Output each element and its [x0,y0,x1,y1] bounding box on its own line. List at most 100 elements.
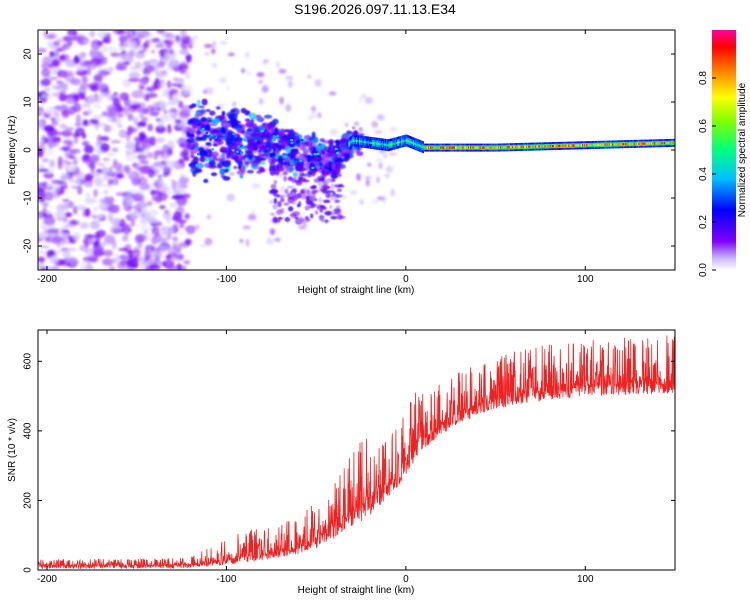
noise-blob [232,101,237,107]
carrier-core [409,140,411,144]
carrier-core [532,145,534,148]
noise-blob [371,120,379,128]
noise-blob [183,156,190,162]
bright-speck [201,127,205,131]
carrier-core [500,146,502,149]
carrier-core [565,144,568,147]
noise-blob [278,68,287,74]
noise-blob [40,266,47,270]
noise-blob [115,167,124,176]
carrier-core [545,145,547,148]
noise-blob [40,118,47,127]
noise-blob [155,79,165,84]
carrier-core [598,143,600,147]
carrier-core [616,143,618,146]
carrier-core [554,144,556,148]
noise-blob [38,232,49,239]
noise-blob [141,142,148,149]
band-blob [287,130,292,134]
noise-blob [180,193,191,199]
carrier-core [627,142,629,146]
band-blob [333,162,341,169]
y-tick-label: -20 [23,238,34,253]
noise-blob [95,122,107,127]
bright-speck [334,147,338,151]
noise-blob [48,141,55,149]
carrier-core [543,145,545,148]
noise-blob [376,176,380,184]
noise-blob [165,254,172,260]
carrier-core [354,139,357,142]
band-blob [323,199,331,203]
carrier-core [404,139,406,142]
band-blob [195,119,203,124]
carrier-core [628,142,630,146]
noise-blob [124,228,130,237]
band-blob [280,197,285,203]
noise-blob [364,176,372,180]
band-blob [345,152,354,159]
carrier-core [664,141,667,145]
band-blob [327,190,335,193]
noise-blob [268,199,275,204]
carrier-core [536,145,539,148]
noise-blob [376,113,386,121]
noise-blob [141,116,148,123]
noise-blob [76,204,86,211]
noise-blob [38,250,47,254]
carrier-core [441,146,443,149]
carrier-core [575,144,577,147]
colorbar-tick-label: 0.4 [698,167,709,181]
carrier-core [612,143,614,146]
spectrogram-x-label: Height of straight line (km) [298,285,415,296]
noise-blob [86,234,98,239]
noise-blob [279,96,284,105]
noise-blob [75,114,81,124]
band-blob [255,114,262,120]
noise-blob [151,235,159,245]
band-blob [332,156,340,163]
noise-blob [111,239,117,250]
noise-blob [212,40,217,49]
carrier-core [510,145,513,149]
noise-blob [79,82,90,89]
noise-blob [165,160,178,168]
noise-blob [367,162,372,167]
band-blob [191,124,200,129]
carrier-core [589,143,591,147]
band-blob [332,170,338,175]
noise-blob [93,74,103,82]
noise-blob [51,68,57,75]
carrier-core [420,145,422,148]
carrier-core [379,142,381,146]
band-blob [260,134,270,140]
noise-blob [45,148,54,156]
noise-blob [385,165,394,173]
noise-blob [65,145,72,151]
band-blob [220,175,227,178]
carrier-core [460,146,462,149]
carrier-core [415,142,417,146]
band-blob [329,204,333,209]
carrier-core [476,146,478,149]
carrier-core [391,143,393,146]
noise-blob [73,31,78,37]
band-blob [228,133,236,142]
carrier-core [464,146,466,149]
noise-blob [79,266,92,270]
carrier-core [423,146,425,149]
carrier-core [657,142,659,145]
band-blob [340,144,348,148]
noise-blob [96,134,103,144]
carrier-core [542,145,544,148]
carrier-core [461,146,463,149]
band-blob [283,202,290,206]
carrier-core [615,143,617,146]
noise-blob [159,113,171,123]
noise-blob [156,61,166,68]
carrier-core [350,140,352,144]
carrier-core [366,141,368,144]
noise-blob [162,211,172,220]
noise-blob [106,171,117,178]
band-blob [279,194,287,198]
